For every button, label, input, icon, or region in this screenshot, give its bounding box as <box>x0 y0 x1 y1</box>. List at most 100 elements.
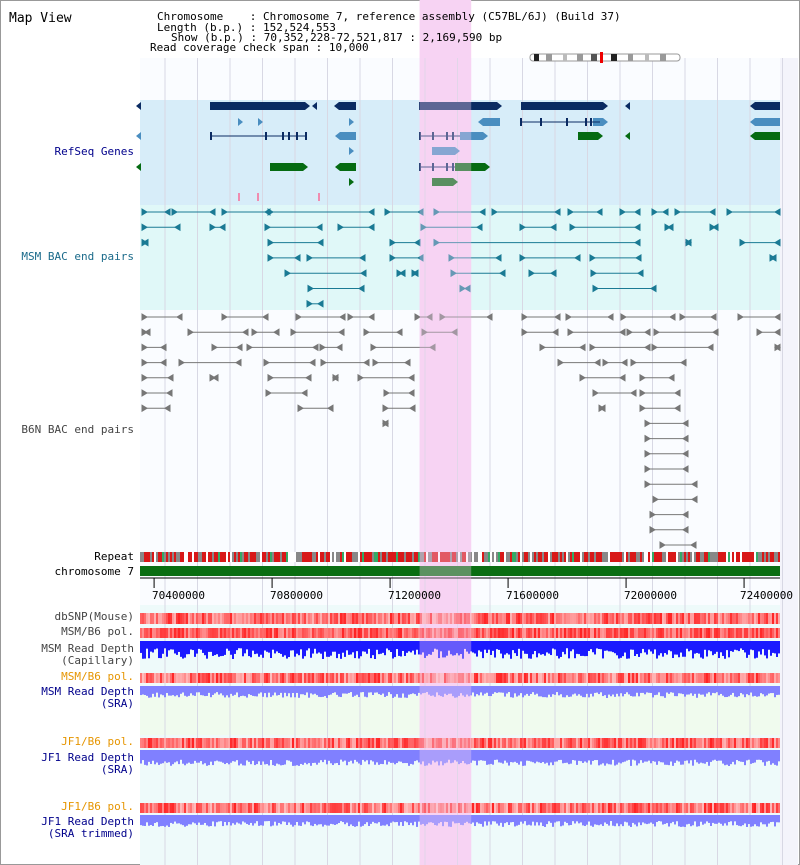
msm-sra-pol-heat <box>218 673 220 683</box>
msm-capillary-depth-bar <box>538 641 540 654</box>
msm-sra-depth-bar <box>546 686 548 698</box>
jf1-pol2-heat <box>266 803 268 813</box>
msm-pol-heat <box>638 628 640 638</box>
jf1-pol2-heat <box>344 803 346 813</box>
msm-sra-depth-bar <box>668 686 670 694</box>
jf1-pol2-heat <box>642 803 644 813</box>
msm-sra-depth-bar <box>634 686 636 697</box>
jf1-sra-depth-bar <box>278 750 280 765</box>
msm-sra-depth-bar <box>456 686 458 698</box>
jf1-sra-depth-bar <box>564 750 566 763</box>
jf1-sra-depth-bar <box>430 750 432 765</box>
msm-sra-depth-bar <box>524 686 526 696</box>
msm-sra-pol-heat <box>342 673 344 683</box>
jf1-pol2-heat <box>440 803 442 813</box>
msm-sra-pol-heat <box>174 673 176 683</box>
jf1-pol-heat <box>578 738 580 748</box>
track-label-refseq[interactable]: RefSeq Genes <box>54 145 134 158</box>
msm-sra-pol-heat <box>364 673 366 683</box>
dbsnp-heat <box>524 613 526 624</box>
dbsnp-heat <box>534 613 536 624</box>
jf1-sra-depth-bar <box>448 750 450 760</box>
jf1-pol-heat <box>218 738 220 748</box>
jf1-sra-depth-bar <box>514 750 516 762</box>
msm-pol-heat <box>632 628 634 638</box>
track-label-jf1-depth-trimmed[interactable]: JF1 Read Depth (SRA trimmed) <box>41 815 134 840</box>
msm-sra-depth-bar <box>720 686 722 694</box>
track-label-repeat[interactable]: Repeat <box>94 550 134 563</box>
dbsnp-heat <box>590 613 592 624</box>
track-label-msm-depth-sra[interactable]: MSM Read Depth (SRA) <box>41 685 134 710</box>
msm-pol-heat <box>462 628 464 638</box>
jf1-sra-depth-bar <box>296 750 298 766</box>
msm-sra-pol-heat <box>638 673 640 683</box>
jf1-pol2-heat <box>686 803 688 813</box>
repeat-block <box>244 552 246 562</box>
repeat-block <box>180 552 182 562</box>
msm-sra-depth-bar <box>356 686 358 695</box>
msm-sra-pol-heat <box>510 673 512 683</box>
track-label-msm-b6-pol[interactable]: MSM/B6 pol. <box>61 625 134 638</box>
msm-pol-heat <box>206 628 208 638</box>
jf1-sra-depth-bar <box>160 750 162 764</box>
jf1-trimmed-depth-bar <box>286 815 288 826</box>
msm-capillary-depth-bar <box>310 641 312 658</box>
msm-pol-heat <box>340 628 342 638</box>
dbsnp-heat <box>678 613 680 624</box>
jf1-pol-heat <box>424 738 426 748</box>
jf1-sra-depth-bar <box>426 750 428 766</box>
jf1-pol2-heat <box>388 803 390 813</box>
msm-capillary-depth-bar <box>184 641 186 658</box>
track-label-dbsnp[interactable]: dbSNP(Mouse) <box>54 610 134 623</box>
msm-capillary-depth-bar <box>254 641 256 655</box>
repeat-block <box>166 552 168 562</box>
repeat-block <box>544 552 546 562</box>
track-label-jf1-b6-pol[interactable]: JF1/B6 pol. <box>61 735 134 748</box>
jf1-pol2-heat <box>516 803 518 813</box>
msm-capillary-depth-bar <box>374 641 376 659</box>
bac-end-marker <box>209 223 216 232</box>
track-label-jf1-b6-pol-2[interactable]: JF1/B6 pol. <box>61 800 134 813</box>
dbsnp-heat <box>444 613 446 624</box>
jf1-sra-depth-bar <box>646 750 648 762</box>
dbsnp-heat <box>654 613 656 624</box>
repeat-block <box>226 552 228 562</box>
msm-capillary-depth-bar <box>274 641 276 654</box>
jf1-sra-depth-bar <box>468 750 470 765</box>
msm-capillary-depth-bar <box>210 641 212 652</box>
repeat-block <box>440 552 442 562</box>
jf1-trimmed-depth-bar <box>526 815 528 826</box>
jf1-pol-heat <box>592 738 594 748</box>
bac-end-marker <box>307 284 314 293</box>
msm-pol-heat <box>490 628 492 638</box>
dbsnp-heat <box>686 613 688 624</box>
msm-capillary-depth-bar <box>186 641 188 655</box>
msm-capillary-depth-bar <box>170 641 172 650</box>
gene-strand-arrow <box>483 132 488 140</box>
msm-capillary-depth-bar <box>660 641 662 654</box>
jf1-pol2-heat <box>696 803 698 813</box>
bac-end-marker <box>519 254 526 262</box>
msm-sra-pol-heat <box>330 673 332 683</box>
msm-sra-depth-bar <box>388 686 390 693</box>
jf1-pol-heat <box>682 738 684 748</box>
msm-sra-depth-bar <box>736 686 738 698</box>
jf1-pol-heat <box>396 738 398 748</box>
msm-sra-depth-bar <box>152 686 154 694</box>
jf1-trimmed-depth-bar <box>390 815 392 823</box>
msm-pol-heat <box>184 628 186 638</box>
track-label-b6n-bac[interactable]: B6N BAC end pairs <box>21 423 134 436</box>
jf1-pol2-heat <box>614 803 616 813</box>
msm-sra-pol-heat <box>476 673 478 683</box>
dbsnp-heat <box>626 613 628 624</box>
msm-sra-pol-heat <box>468 673 470 683</box>
msm-capillary-depth-bar <box>470 641 472 652</box>
track-label-msm-bac[interactable]: MSM BAC end pairs <box>21 250 134 263</box>
track-label-jf1-depth-sra[interactable]: JF1 Read Depth (SRA) <box>41 751 134 776</box>
msm-capillary-depth-bar <box>364 641 366 652</box>
track-label-msm-depth-capillary[interactable]: MSM Read Depth (Capillary) <box>41 642 134 667</box>
track-label-msm-b6-pol-sra[interactable]: MSM/B6 pol. <box>61 670 134 683</box>
msm-capillary-depth-bar <box>288 641 290 658</box>
msm-capillary-depth-bar <box>476 641 478 657</box>
